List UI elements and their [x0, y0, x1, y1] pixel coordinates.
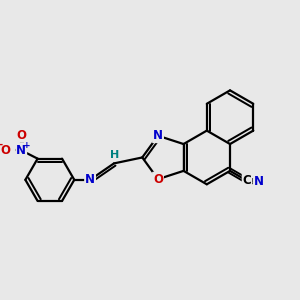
Text: N: N — [254, 176, 264, 188]
Text: +: + — [23, 141, 30, 150]
Text: O: O — [16, 129, 26, 142]
Text: N: N — [16, 144, 26, 157]
Text: N: N — [153, 129, 163, 142]
Text: -: - — [0, 140, 3, 150]
Text: O: O — [1, 144, 11, 157]
Text: H: H — [110, 150, 119, 160]
Text: C: C — [243, 174, 251, 187]
Text: O: O — [153, 173, 163, 186]
Text: N: N — [85, 173, 95, 186]
